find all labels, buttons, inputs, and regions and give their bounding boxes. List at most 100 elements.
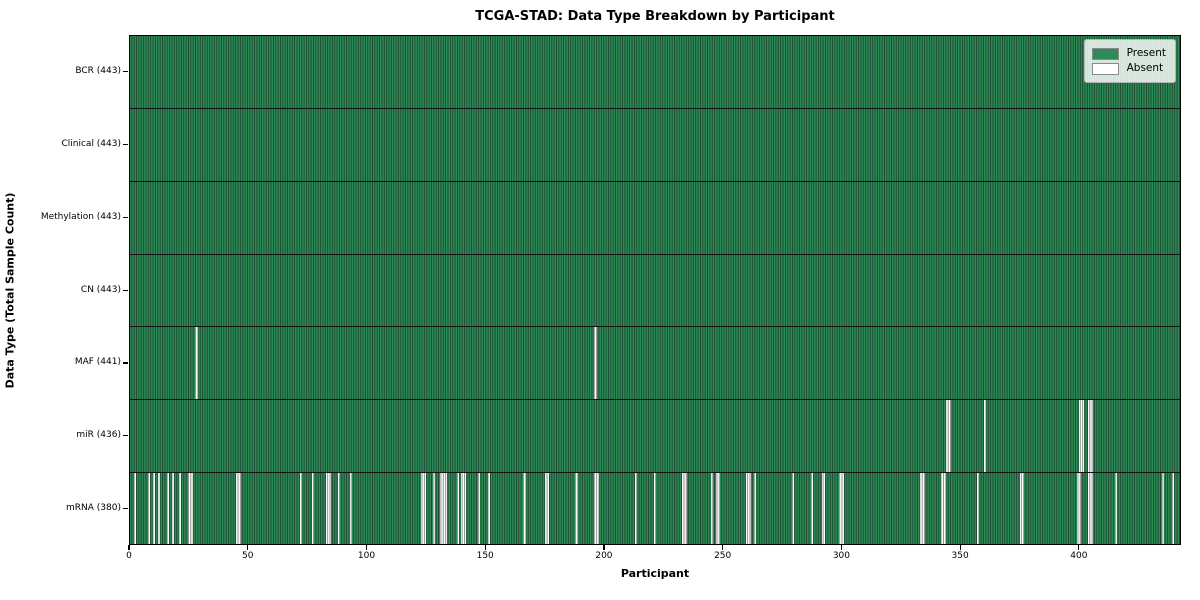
absent-cell bbox=[440, 472, 443, 545]
ytick-label-CN: CN (443) bbox=[80, 284, 121, 295]
absent-cell bbox=[941, 472, 944, 545]
xtick-label-100: 100 bbox=[357, 551, 376, 561]
xtick-mark bbox=[603, 545, 605, 550]
xtick-mark bbox=[365, 545, 368, 550]
absent-cell bbox=[839, 472, 842, 545]
xtick-label-50: 50 bbox=[242, 551, 254, 561]
absent-cell bbox=[710, 472, 714, 545]
xtick-mark bbox=[840, 545, 842, 550]
absent-cell bbox=[444, 472, 448, 545]
ytick-label-Clinical: Clinical (443) bbox=[61, 138, 121, 149]
absent-cell bbox=[945, 399, 949, 473]
ytick-label-Methylation: Methylation (443) bbox=[40, 211, 121, 222]
absent-cell bbox=[1090, 399, 1094, 473]
legend-entry-present: Present bbox=[1091, 47, 1166, 60]
row-separator bbox=[129, 326, 1181, 328]
absent-cell bbox=[178, 472, 182, 545]
absent-cell bbox=[919, 472, 923, 545]
absent-cell bbox=[523, 472, 526, 545]
absent-cell bbox=[822, 472, 825, 545]
xtick-label-200: 200 bbox=[595, 551, 613, 561]
absent-cell bbox=[311, 472, 315, 545]
absent-cell bbox=[753, 472, 756, 545]
row-separator bbox=[129, 180, 1181, 182]
absent-cell bbox=[546, 472, 550, 545]
absent-cell bbox=[948, 399, 951, 473]
absent-cell bbox=[575, 472, 578, 545]
y-axis-label: Data Type (Total Sample Count) bbox=[3, 192, 17, 389]
absent-cell bbox=[1171, 472, 1174, 545]
absent-cell bbox=[922, 472, 925, 545]
absent-cell bbox=[152, 472, 156, 545]
absent-cell bbox=[328, 472, 331, 545]
ytick-label-miR: miR (436) bbox=[76, 430, 121, 441]
absent-cell bbox=[596, 472, 600, 545]
absent-cell bbox=[171, 472, 175, 545]
heatmap-row-Clinical bbox=[129, 108, 1181, 181]
absent-cell bbox=[976, 472, 980, 545]
absent-cell bbox=[238, 472, 241, 545]
absent-cell bbox=[594, 326, 597, 400]
row-separator bbox=[129, 253, 1181, 255]
absent-cell bbox=[1019, 472, 1022, 545]
legend-entry-absent: Absent bbox=[1091, 62, 1166, 75]
absent-cell bbox=[544, 472, 547, 545]
xtick-label-350: 350 bbox=[951, 551, 969, 561]
absent-cell bbox=[349, 472, 353, 545]
absent-cell bbox=[1088, 399, 1091, 473]
x-axis-label: Participant bbox=[620, 567, 690, 580]
absent-cell bbox=[148, 472, 151, 545]
absent-cell bbox=[461, 472, 464, 545]
legend-swatch-absent bbox=[1091, 62, 1119, 75]
absent-cell bbox=[1021, 472, 1025, 545]
chart-title: TCGA-STAD: Data Type Breakdown by Partic… bbox=[475, 9, 835, 24]
absent-cell bbox=[326, 472, 329, 545]
absent-cell bbox=[337, 472, 341, 545]
absent-cell bbox=[748, 472, 752, 545]
row-separator bbox=[129, 399, 1181, 401]
absent-cell bbox=[133, 472, 137, 545]
absent-cell bbox=[653, 472, 657, 545]
heatmap-row-CN bbox=[129, 254, 1181, 327]
absent-cell bbox=[715, 472, 718, 545]
absent-cell bbox=[1078, 472, 1082, 545]
heatmap-row-mRNA bbox=[129, 472, 1181, 545]
legend: Present Absent bbox=[1083, 39, 1176, 83]
heatmap-row-MAF bbox=[129, 326, 1181, 400]
absent-cell bbox=[195, 326, 198, 400]
ytick-label-BCR: BCR (443) bbox=[75, 65, 121, 76]
absent-cell bbox=[421, 472, 424, 545]
absent-cell bbox=[1081, 399, 1084, 473]
absent-cell bbox=[456, 472, 460, 545]
absent-cell bbox=[1090, 472, 1094, 545]
absent-cell bbox=[157, 472, 160, 545]
ytick-mark bbox=[123, 362, 128, 364]
absent-cell bbox=[478, 472, 481, 545]
xtick-label-250: 250 bbox=[714, 551, 732, 561]
legend-label: Absent bbox=[1126, 62, 1164, 74]
xtick-mark bbox=[484, 545, 486, 550]
heatmap-row-Methylation bbox=[129, 181, 1181, 254]
ytick-label-mRNA: mRNA (380) bbox=[66, 503, 121, 514]
xtick-mark bbox=[1078, 545, 1080, 550]
absent-cell bbox=[442, 472, 445, 545]
absent-cell bbox=[487, 472, 490, 545]
absent-cell bbox=[1076, 472, 1079, 545]
absent-cell bbox=[1162, 472, 1165, 545]
heatmap-row-miR bbox=[129, 399, 1181, 473]
absent-cell bbox=[463, 472, 467, 545]
absent-cell bbox=[188, 472, 191, 545]
absent-cell bbox=[634, 472, 638, 545]
xtick-mark bbox=[722, 545, 724, 550]
plot-area: Present Absent bbox=[129, 35, 1181, 545]
xtick-mark bbox=[128, 545, 130, 550]
absent-cell bbox=[717, 472, 721, 545]
ytick-mark bbox=[123, 70, 128, 73]
absent-cell bbox=[1088, 472, 1091, 545]
ytick-mark bbox=[123, 143, 128, 145]
legend-label: Present bbox=[1126, 47, 1166, 59]
absent-cell bbox=[594, 472, 597, 545]
row-separator bbox=[129, 472, 1181, 474]
ytick-mark bbox=[123, 289, 128, 291]
